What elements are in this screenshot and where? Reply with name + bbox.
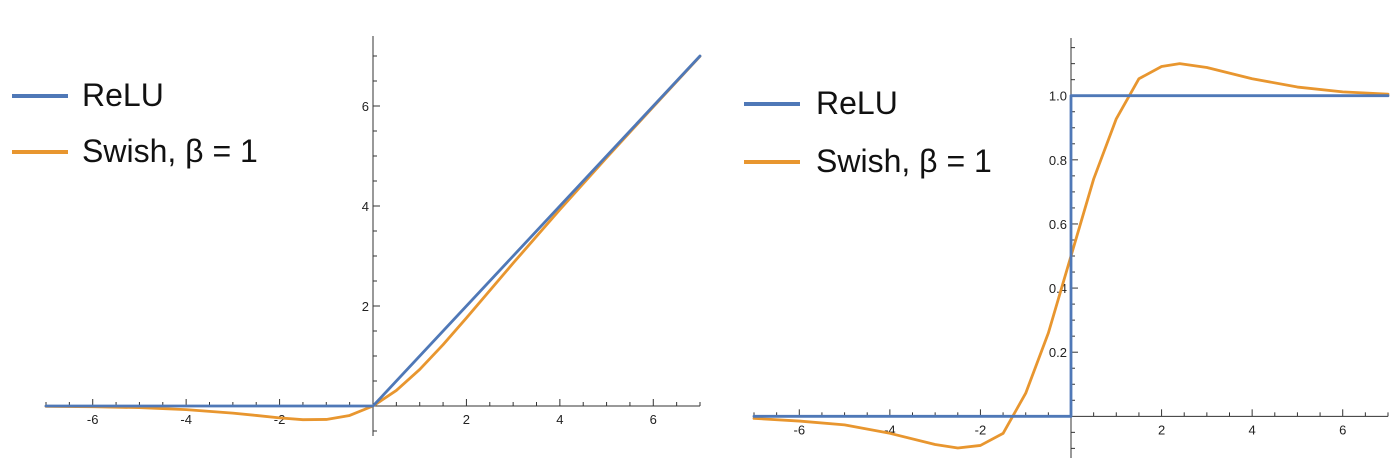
x-tick-label: -2 [975, 422, 987, 437]
x-tick-label: 6 [1339, 422, 1346, 437]
legend-swish-label: Swish, β = 1 [82, 133, 258, 169]
left-chart-panel: -6 -4 -2 2 4 6 2 4 6 ReLU Swish, β = 1 [12, 36, 702, 436]
right-chart-panel: -6 -4 -2 2 4 6 0.2 0.4 0.6 0.8 1.0 ReLU Swish, β =… [708, 0, 1396, 476]
x-tick-label: 2 [463, 412, 470, 427]
swish-series-line [44, 54, 702, 422]
x-tick-label: 2 [1158, 422, 1165, 437]
legend-relu-label: ReLU [816, 85, 898, 121]
legend: ReLU Swish, β = 1 [744, 85, 992, 179]
legend: ReLU Swish, β = 1 [12, 77, 258, 169]
legend-swish-label: Swish, β = 1 [816, 143, 992, 179]
y-tick-label: 0.8 [1049, 153, 1067, 168]
x-tick-label: 4 [556, 412, 563, 427]
x-tick-label: 6 [650, 412, 657, 427]
x-tick-label: -6 [794, 422, 806, 437]
relu-swish-derivative-chart: -6 -4 -2 2 4 60.20.40.60.81.0 ReLU Swish, β =… [744, 38, 1390, 458]
y-tick-label: 1.0 [1049, 89, 1067, 104]
y-tick-label: 6 [362, 99, 369, 114]
y-tick-label: 2 [362, 299, 369, 314]
relu-series-line [44, 54, 702, 408]
x-tick-label: -4 [884, 422, 896, 437]
x-tick-label: 4 [1249, 422, 1256, 437]
y-tick-label: 0.6 [1049, 217, 1067, 232]
x-tick-label: -6 [87, 412, 99, 427]
axes: -6 -4 -2 2 4 6 2 4 6 [45, 36, 701, 436]
x-tick-label: -4 [180, 412, 192, 427]
y-tick-label: 4 [362, 199, 369, 214]
legend-relu-label: ReLU [82, 77, 164, 113]
y-tick-label: 0.2 [1049, 345, 1067, 360]
relu-swish-function-chart: -6 -4 -2 2 4 6 2 4 6 ReLU Swish, β = 1 [12, 36, 702, 436]
relu-series-line [752, 94, 1390, 418]
x-tick-label: -2 [274, 412, 286, 427]
